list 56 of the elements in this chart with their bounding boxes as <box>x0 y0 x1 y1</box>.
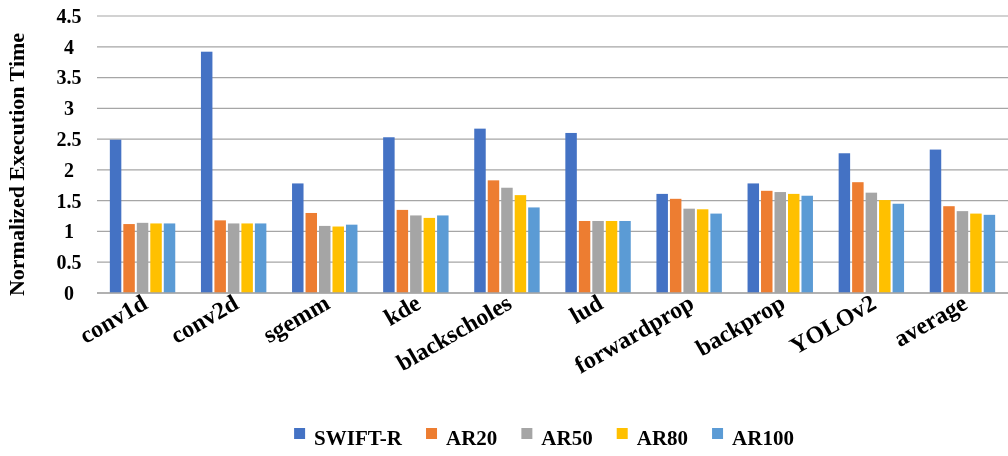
bar <box>332 226 344 293</box>
bar <box>241 223 253 293</box>
bar <box>214 220 226 293</box>
y-tick-label: 2 <box>64 158 74 181</box>
bar <box>565 132 577 293</box>
legend-label: SWIFT-R <box>314 426 403 451</box>
bar <box>514 195 527 293</box>
bar <box>200 51 213 293</box>
bar <box>150 223 162 293</box>
y-tick-label: 1 <box>64 220 74 243</box>
bar <box>656 193 668 293</box>
bar <box>879 200 891 293</box>
y-tick-label: 0.5 <box>56 251 82 274</box>
bar <box>163 223 176 293</box>
bar <box>437 215 449 293</box>
bar <box>305 212 318 293</box>
bar <box>983 214 996 293</box>
y-tick-label: 0 <box>64 281 74 304</box>
bar <box>383 137 395 293</box>
y-tick-label: 2.5 <box>56 128 82 151</box>
bar <box>123 224 135 293</box>
bar <box>761 190 773 293</box>
bar <box>943 206 955 293</box>
bar <box>801 195 813 293</box>
legend-label: AR80 <box>636 426 689 451</box>
bar <box>605 220 618 293</box>
y-tick-label: 3.5 <box>56 66 82 89</box>
bar <box>396 209 409 293</box>
bar <box>892 203 905 293</box>
y-tick-label: 1.5 <box>56 189 82 212</box>
bar <box>487 180 500 293</box>
bar <box>619 220 631 293</box>
bar <box>696 209 709 293</box>
bar <box>292 183 304 293</box>
bar <box>528 207 540 293</box>
legend-label: AR100 <box>732 426 794 451</box>
legend-label: AR50 <box>541 426 593 451</box>
y-axis-title: Normalized Execution Time <box>4 32 29 297</box>
y-tick-label: 4.5 <box>56 4 82 27</box>
bar <box>970 213 982 293</box>
bar <box>345 224 358 293</box>
bar <box>474 128 486 293</box>
bar <box>109 139 122 293</box>
bar <box>578 220 591 293</box>
bar <box>747 183 760 293</box>
bar <box>852 182 864 293</box>
bar <box>787 193 800 293</box>
bar <box>710 213 722 293</box>
bar <box>838 153 851 293</box>
y-tick-label: 3 <box>64 97 74 120</box>
y-tick-label: 4 <box>64 35 74 58</box>
bar <box>423 217 436 293</box>
bar <box>669 198 682 293</box>
bar <box>929 149 942 293</box>
legend-label: AR20 <box>446 426 498 451</box>
bar <box>254 223 267 293</box>
